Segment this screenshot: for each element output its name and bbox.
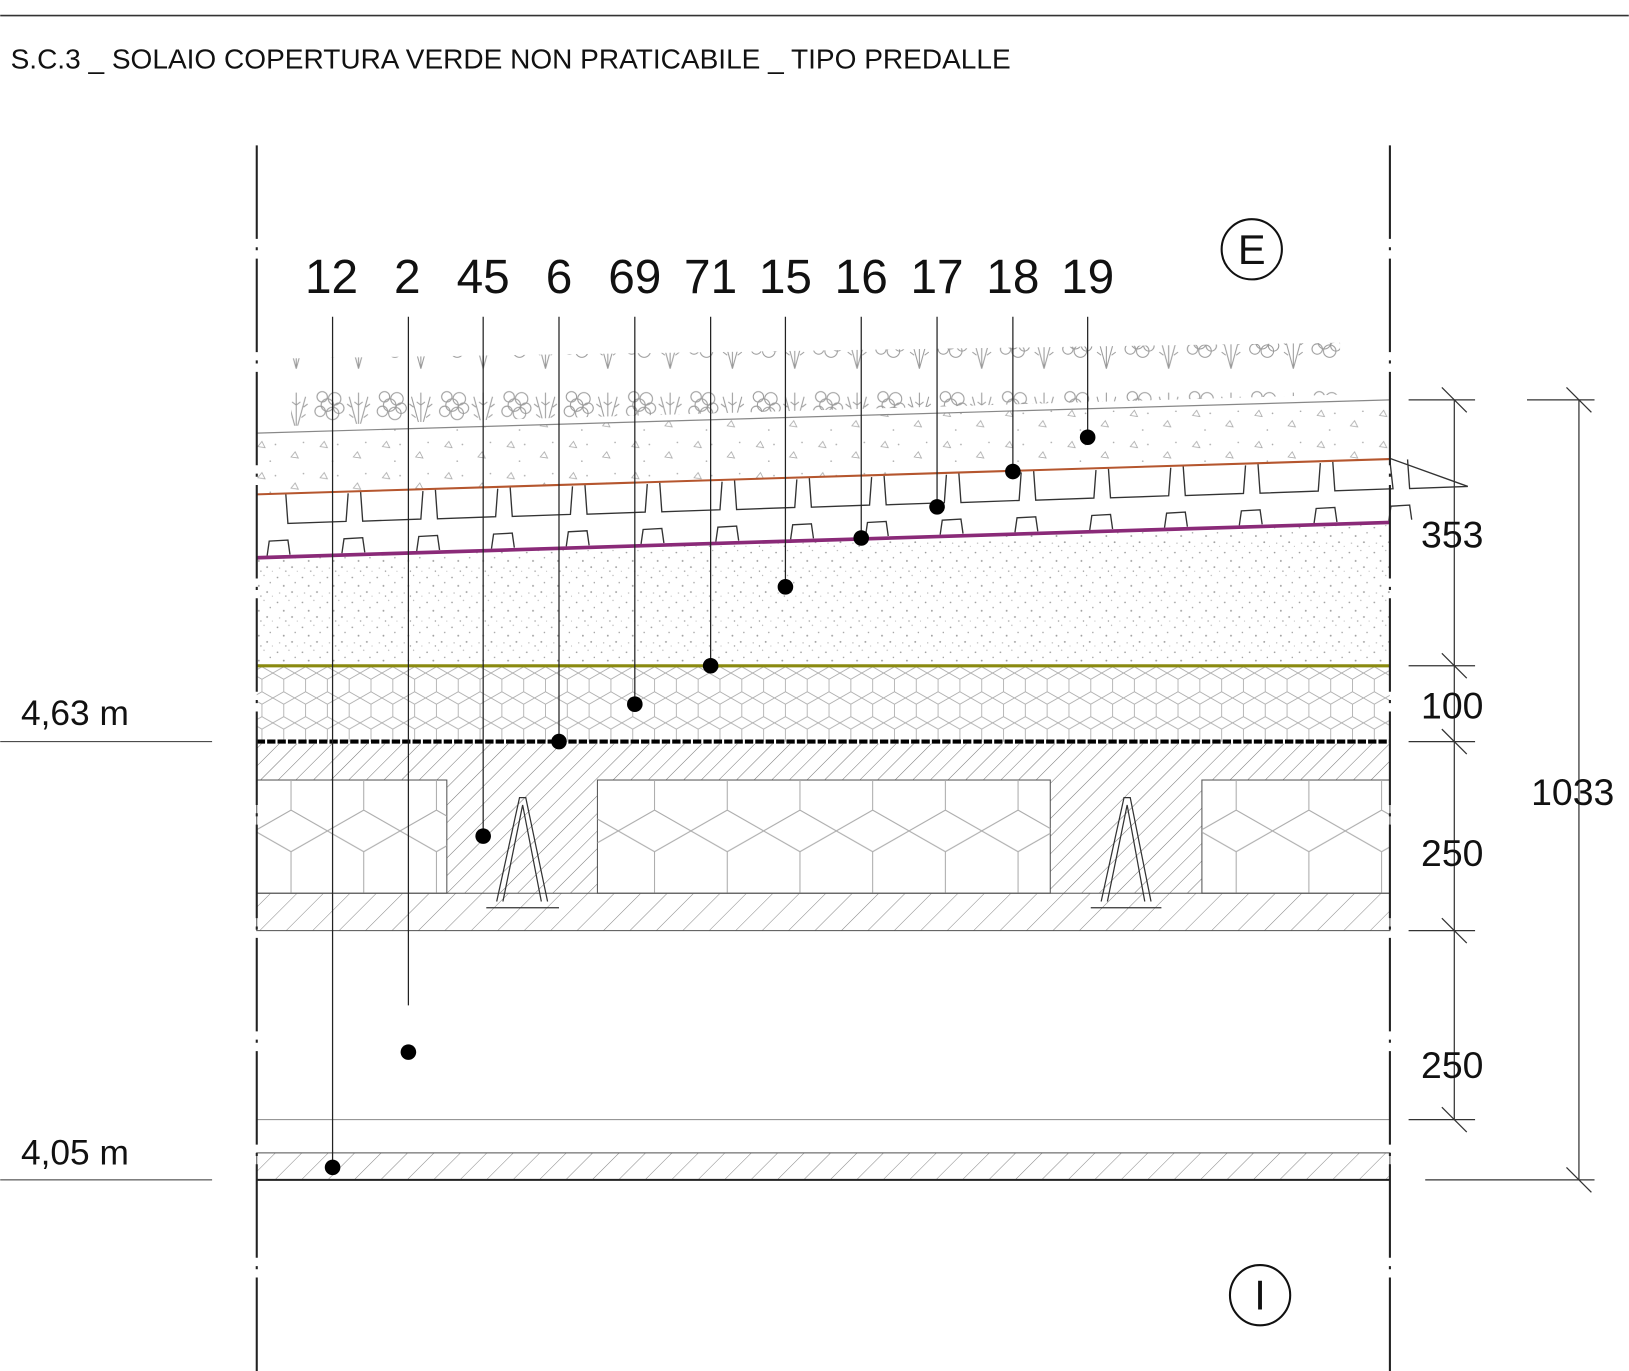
title: S.C.3 _ SOLAIO COPERTURA VERDE NON PRATI… [11, 44, 1011, 75]
elevation-label: 4,05 m [21, 1133, 129, 1172]
callout-label: 2 [394, 251, 421, 304]
callout-label: 6 [546, 251, 573, 304]
callout-dot [703, 658, 719, 674]
callout-label: 19 [1061, 251, 1114, 304]
elevation-label: 4,63 m [21, 694, 129, 733]
page: S.C.3 _ SOLAIO COPERTURA VERDE NON PRATI… [0, 0, 1629, 1371]
callout-dot [401, 1044, 417, 1060]
predalle-slab [257, 893, 1390, 930]
exterior-marker: E [1238, 226, 1266, 273]
ceiling-board [257, 1153, 1390, 1180]
callout-dot [551, 734, 567, 750]
dimension-label: 353 [1421, 513, 1483, 555]
dimension-label: 250 [1421, 832, 1483, 874]
callout-label: 69 [608, 251, 661, 304]
callout-label: 71 [684, 251, 737, 304]
callout-label: 18 [986, 251, 1039, 304]
callout-label: 12 [305, 251, 358, 304]
callout-dot [1080, 429, 1096, 445]
callout-dot [1005, 464, 1021, 480]
section-drawing: S.C.3 _ SOLAIO COPERTURA VERDE NON PRATI… [0, 0, 1629, 1371]
lightening-block-fill [1202, 780, 1390, 893]
callout-dot [475, 828, 491, 844]
callout-label: 17 [910, 251, 963, 304]
callout-dot [778, 579, 794, 595]
gravel-layer [257, 522, 1390, 665]
callout-dot [627, 696, 643, 712]
callout-label: 15 [759, 251, 812, 304]
dimension-label: 250 [1421, 1044, 1483, 1086]
callout-dot [853, 530, 869, 546]
total-dimension-label: 1033 [1531, 771, 1614, 813]
callout-label: 45 [457, 251, 510, 304]
lightening-block-fill [597, 780, 1050, 893]
insulation-layer [257, 666, 1390, 742]
callout-dot [929, 499, 945, 515]
lightening-block-fill [257, 780, 447, 893]
interior-marker: I [1254, 1272, 1266, 1319]
callout-label: 16 [835, 251, 888, 304]
callout-dot [325, 1160, 341, 1176]
dimension-label: 100 [1421, 685, 1483, 727]
